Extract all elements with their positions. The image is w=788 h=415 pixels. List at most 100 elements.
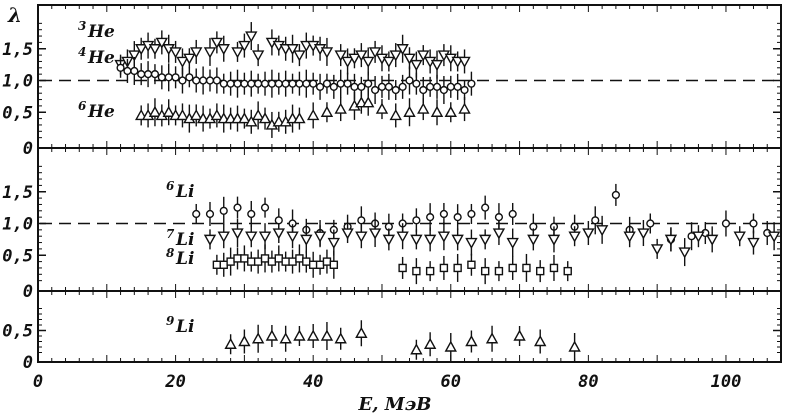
data-point <box>494 213 504 222</box>
y-tick-label: 0,5 <box>2 246 33 266</box>
series-label-mass: 4 <box>78 45 86 59</box>
data-point <box>240 254 249 263</box>
data-point <box>210 108 224 121</box>
data-point <box>568 231 581 243</box>
data-point <box>238 40 251 53</box>
data-point <box>396 231 409 243</box>
data-point <box>506 237 519 249</box>
y-tick-label: 1,0 <box>2 215 33 235</box>
data-point <box>582 228 595 240</box>
data-point <box>747 237 760 249</box>
data-point <box>251 108 265 121</box>
data-point <box>245 231 258 243</box>
series-label: He <box>87 48 115 68</box>
data-point <box>272 228 285 240</box>
data-point <box>190 108 203 121</box>
series-6He: 6 He <box>78 89 471 138</box>
data-point <box>251 50 265 62</box>
data-point <box>148 105 162 117</box>
data-point <box>157 73 166 82</box>
data-point <box>460 85 469 95</box>
data-point <box>322 257 332 266</box>
data-point <box>611 190 620 200</box>
data-point <box>398 263 407 273</box>
data-point <box>334 102 347 114</box>
data-point <box>123 66 132 76</box>
data-point <box>199 76 208 85</box>
data-point <box>185 73 194 82</box>
data-point <box>508 263 517 273</box>
data-point <box>245 115 258 127</box>
data-point <box>192 76 201 85</box>
series-label-mass: 7 <box>166 227 175 241</box>
data-point <box>534 335 547 347</box>
data-point <box>396 44 409 56</box>
data-point <box>362 56 375 68</box>
data-point <box>295 254 304 263</box>
data-point <box>595 225 609 237</box>
data-point <box>536 266 545 276</box>
data-point <box>336 79 345 88</box>
data-point <box>150 70 160 79</box>
series-label: Li <box>175 249 194 269</box>
data-point <box>368 47 382 59</box>
data-point <box>467 260 476 269</box>
data-point <box>205 209 215 219</box>
data-point <box>329 260 339 269</box>
data-point <box>453 213 462 222</box>
data-point <box>439 263 449 273</box>
data-point <box>623 231 636 243</box>
series-8Li: 8 Li <box>166 244 572 285</box>
data-point <box>251 332 265 344</box>
series-9Li: 9 Li <box>166 314 581 361</box>
data-point <box>341 228 354 240</box>
data-point <box>219 206 228 215</box>
x-tick-label: 60 <box>441 372 461 392</box>
data-point <box>279 332 292 344</box>
data-point <box>135 44 148 56</box>
data-point <box>320 47 334 59</box>
panel-3: 0,5 0 9 Li <box>2 291 782 373</box>
data-point <box>430 59 444 72</box>
data-point <box>247 79 256 88</box>
data-point <box>288 79 297 88</box>
data-point <box>238 335 251 347</box>
data-point <box>233 203 242 212</box>
data-point <box>212 260 222 269</box>
data-point <box>329 82 338 91</box>
chart-panels: 0,51,01,503 He4 He6 He0,51,01,506 Li7 Li8 Li0,… <box>2 5 782 373</box>
data-point <box>226 257 235 266</box>
data-point <box>320 329 334 341</box>
data-point <box>313 231 327 243</box>
series-label-mass: 6 <box>78 99 87 113</box>
data-point <box>212 76 221 85</box>
data-point <box>327 237 341 249</box>
data-point <box>315 260 325 269</box>
data-point <box>721 219 731 228</box>
series-label-mass: 8 <box>166 246 175 260</box>
data-point <box>508 209 517 219</box>
data-point <box>410 234 423 246</box>
y-zero-label: 0 <box>23 282 33 302</box>
data-point <box>453 263 462 273</box>
series-label-mass: 9 <box>166 314 175 328</box>
data-point <box>513 329 526 341</box>
data-point <box>137 70 146 79</box>
data-point <box>389 108 402 121</box>
data-point <box>231 228 244 240</box>
data-point <box>343 79 352 88</box>
data-point <box>481 203 490 212</box>
data-point <box>419 85 428 95</box>
data-point <box>281 257 290 266</box>
data-point <box>375 102 389 114</box>
data-point <box>650 244 664 256</box>
data-point <box>322 79 332 88</box>
data-point <box>692 231 705 243</box>
data-point <box>398 82 407 91</box>
series-4He: 4 He <box>78 45 476 105</box>
y-zero-label: 0 <box>23 139 33 159</box>
data-point <box>293 112 306 124</box>
y-tick-label: 0,5 <box>2 322 33 342</box>
data-point <box>444 105 457 117</box>
data-point <box>274 216 283 225</box>
